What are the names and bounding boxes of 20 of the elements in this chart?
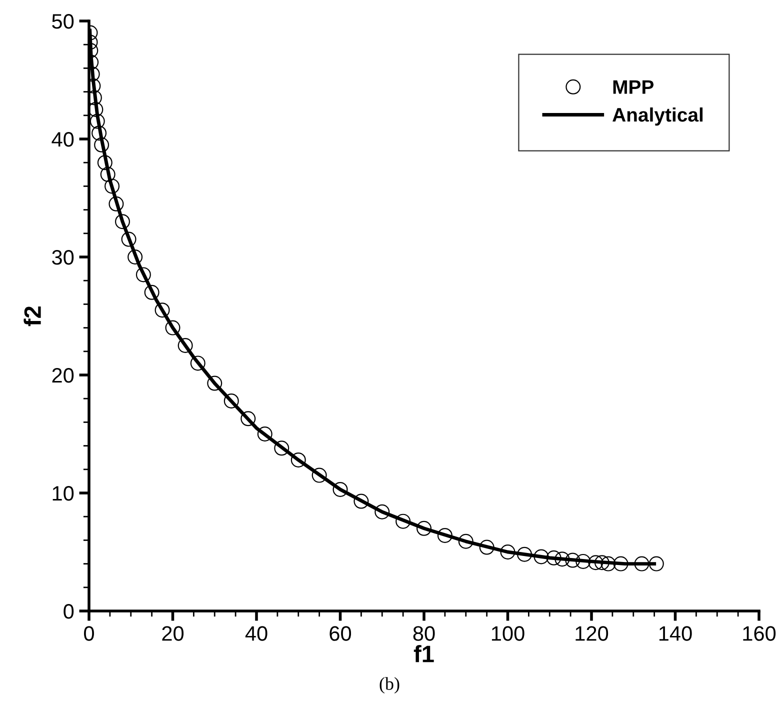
text: (b) [380, 677, 400, 694]
y-axis-title: f2 [24, 306, 41, 326]
x-tick-label: 20 [162, 626, 184, 641]
y-tick-label: 40 [52, 132, 74, 147]
x-axis-title: f1 [414, 645, 434, 662]
x-tick-label: 60 [330, 626, 352, 641]
x-tick-label: 80 [413, 626, 435, 641]
x-tick-label: 160 [743, 626, 776, 641]
x-tick-label: 140 [659, 626, 692, 641]
y-tick-label: 20 [52, 368, 74, 383]
legend-label: MPP [613, 80, 654, 94]
y-tick-label: 0 [64, 604, 74, 619]
y-tick-label: 50 [52, 14, 74, 29]
x-tick-label: 40 [245, 626, 268, 641]
x-tick-label: 120 [576, 626, 608, 641]
x-tick-label: 0 [84, 626, 94, 641]
y-tick-label: 30 [52, 250, 74, 265]
legend-label: Analytical [612, 107, 703, 126]
y-tick-label: 10 [52, 486, 74, 501]
x-tick-label: 100 [492, 626, 524, 641]
